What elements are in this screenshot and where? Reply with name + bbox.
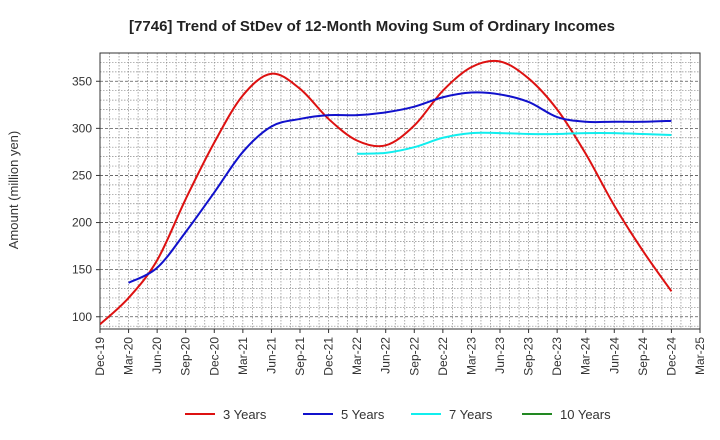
x-tick-label: Sep-22: [407, 337, 421, 376]
x-tick-label: Mar-22: [350, 337, 364, 375]
plot-frame: [99, 52, 701, 330]
x-tick-label: Mar-23: [464, 337, 478, 375]
y-tick-label: 200: [72, 216, 92, 230]
legend-label-3-years: 3 Years: [223, 407, 267, 422]
x-tick-label: Jun-20: [150, 337, 164, 374]
x-tick-label: Mar-20: [122, 337, 136, 375]
x-tick-label: Mar-24: [579, 337, 593, 375]
plot-area: 100 150 200 250 300 350 Dec-19 Mar-20 Jun-20 Sep-…: [72, 52, 707, 376]
y-tick-label: 150: [72, 263, 92, 277]
x-tick-label: Jun-23: [493, 337, 507, 374]
x-tick-label: Jun-24: [607, 337, 621, 374]
y-tick-label: 250: [72, 168, 92, 182]
series-line-5-years: [128, 91, 672, 284]
x-tick-label: Mar-25: [693, 337, 707, 375]
legend-label-7-years: 7 Years: [449, 407, 493, 422]
series-line-3-years: [100, 59, 673, 326]
x-tick-label: Dec-24: [664, 337, 678, 376]
x-tick-label: Sep-20: [179, 337, 193, 376]
series-line-7-years: [357, 131, 672, 155]
x-tick-label: Dec-19: [93, 337, 107, 376]
chart-title: [7746] Trend of StDev of 12-Month Moving…: [129, 18, 615, 35]
x-tick-label: Jun-22: [379, 337, 393, 374]
x-tick-label: Sep-21: [293, 337, 307, 376]
x-tick-label: Dec-23: [550, 337, 564, 376]
x-tick-label: Sep-24: [636, 337, 650, 376]
x-tick-label: Dec-20: [207, 337, 221, 376]
y-tick-label: 300: [72, 121, 92, 135]
x-tick-label: Sep-23: [522, 337, 536, 376]
legend: 3 Years 5 Years 7 Years 10 Years: [185, 407, 611, 422]
x-tick-label: Dec-21: [322, 337, 336, 376]
legend-label-10-years: 10 Years: [560, 407, 611, 422]
x-tick-label: Jun-21: [264, 337, 278, 374]
legend-label-5-years: 5 Years: [341, 407, 385, 422]
x-tick-label: Dec-22: [436, 337, 450, 376]
y-tick-label: 350: [72, 74, 92, 88]
y-axis-label: Amount (million yen): [6, 131, 21, 250]
y-tick-label: 100: [72, 310, 92, 324]
x-tick-label: Mar-21: [236, 337, 250, 375]
